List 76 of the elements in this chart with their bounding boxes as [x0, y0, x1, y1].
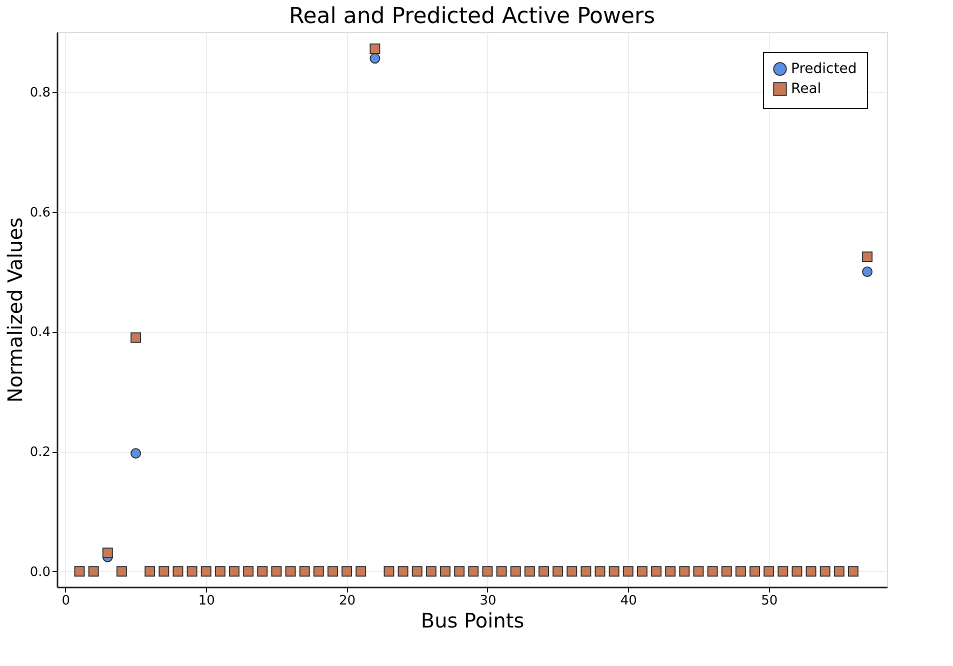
point	[454, 566, 465, 577]
point	[622, 566, 634, 577]
point	[384, 566, 394, 577]
point	[130, 448, 142, 459]
y-axis-title: Normalized Values	[2, 217, 27, 403]
point	[130, 332, 142, 343]
legend-label: Predicted	[791, 61, 857, 77]
point	[398, 566, 408, 577]
point	[806, 566, 816, 577]
point	[257, 566, 268, 577]
point	[342, 566, 352, 577]
x-tick-label: 40	[620, 594, 637, 608]
point	[820, 566, 830, 577]
point	[834, 566, 844, 577]
point	[116, 566, 127, 577]
point	[426, 566, 436, 577]
point	[271, 566, 282, 577]
point	[735, 566, 746, 577]
point	[482, 566, 493, 577]
point	[214, 566, 226, 577]
point	[496, 566, 507, 577]
point	[608, 566, 620, 577]
point	[229, 566, 240, 577]
point	[243, 566, 254, 577]
chart-title: Real and Predicted Active Powers	[288, 4, 656, 29]
point	[848, 566, 858, 577]
x-tick-label: 50	[761, 594, 778, 608]
point	[468, 566, 479, 577]
point	[552, 566, 564, 577]
point	[172, 566, 184, 577]
point	[299, 566, 310, 577]
point	[862, 252, 873, 262]
point	[566, 566, 578, 577]
point	[440, 566, 451, 577]
point	[636, 566, 648, 577]
point	[792, 566, 802, 577]
point	[524, 566, 535, 577]
point	[200, 566, 212, 577]
point	[510, 566, 521, 577]
point	[356, 566, 366, 577]
point	[370, 53, 380, 64]
point	[327, 566, 338, 577]
point	[580, 566, 592, 577]
point	[862, 266, 873, 277]
point	[778, 566, 788, 577]
point	[750, 566, 760, 577]
point	[651, 566, 662, 577]
x-tick-label: 10	[198, 594, 215, 608]
point	[538, 566, 549, 577]
point	[764, 566, 774, 577]
point	[665, 566, 676, 577]
point	[144, 566, 156, 577]
point	[102, 548, 113, 558]
x-tick-label: 20	[339, 594, 356, 608]
y-tick-label: 0.4	[30, 325, 50, 340]
y-tick-label: 0.6	[30, 205, 50, 220]
x-tick-label: 0	[62, 594, 70, 608]
point	[74, 566, 85, 577]
y-tick-label: 0.0	[30, 564, 50, 580]
point	[158, 566, 170, 577]
x-axis-title: Bus Points	[420, 608, 524, 632]
point	[693, 566, 704, 577]
point	[679, 566, 690, 577]
y-tick-label: 0.8	[30, 85, 50, 100]
x-tick-label: 30	[480, 594, 496, 608]
point	[370, 44, 380, 54]
legend-label: Real	[791, 81, 822, 97]
y-tick-label: 0.2	[30, 445, 50, 460]
point	[707, 566, 718, 577]
point	[285, 566, 296, 577]
point	[594, 566, 606, 577]
point	[412, 566, 422, 577]
point	[313, 566, 324, 577]
point	[186, 566, 198, 577]
point	[721, 566, 732, 577]
point	[88, 566, 99, 577]
